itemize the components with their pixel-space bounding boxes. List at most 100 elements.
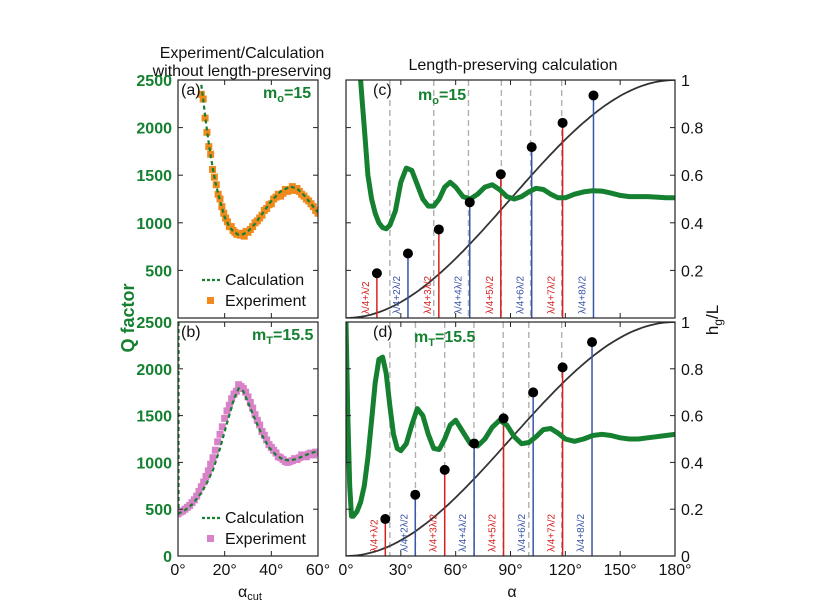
calculation-curve [178, 386, 318, 515]
experiment-point [201, 114, 209, 122]
y-tick-label: 2500 [136, 73, 172, 90]
x-label-alpha: α [238, 584, 247, 601]
experiment-point [251, 411, 259, 419]
intersection-dot [528, 387, 539, 398]
experiment-point [239, 384, 247, 392]
experiment-point [260, 431, 268, 439]
experiment-point [240, 232, 248, 240]
y-tick-label-right: 0.6 [681, 409, 703, 426]
experiment-point [228, 395, 236, 403]
x-label-alpha-cut: αcut [238, 584, 262, 601]
experiment-point [242, 388, 250, 396]
x-tick-label: 150° [604, 562, 637, 579]
panel-label-a: (a) [181, 82, 201, 99]
y-tick-label: 1500 [136, 409, 172, 426]
experiment-point [203, 128, 211, 136]
experiment-point [267, 200, 275, 208]
x-tick-label: 30° [389, 562, 413, 579]
intersection-dot [380, 514, 391, 525]
experiment-point [195, 487, 203, 495]
x-tick-label: 60° [306, 562, 330, 579]
y-label-over-l: /L [703, 305, 722, 319]
intersection-dot [371, 268, 382, 279]
quarter-wave-label: λ/4+8λ/2 [577, 275, 588, 314]
x-tick-label: 0° [338, 562, 353, 579]
quarter-wave-label: λ/4+6λ/2 [517, 513, 528, 552]
experiment-point [314, 449, 318, 457]
experiment-point [279, 189, 287, 197]
y-tick-label: 1000 [136, 216, 172, 233]
legend-experiment-label: Experiment [225, 531, 306, 548]
experiment-point [258, 428, 266, 436]
mode-label-c-sub: o [432, 95, 439, 107]
mode-label-b-m: m [252, 327, 266, 344]
intersection-dot [495, 169, 506, 180]
experiment-point [190, 496, 198, 504]
experiment-point [249, 404, 257, 412]
experiment-point [225, 401, 233, 409]
experiment-point [205, 143, 213, 151]
hg-curve [346, 322, 675, 556]
mode-label-a: mo=15 [263, 85, 311, 105]
quarter-wave-label: λ/4+5λ/2 [485, 275, 496, 314]
mode-label-c: mo=15 [418, 87, 466, 107]
mode-label-b: mT=15.5 [252, 327, 314, 347]
experiment-point [218, 423, 226, 431]
x-label-alpha-right: α [507, 584, 516, 601]
y-tick-label-right: 1 [681, 73, 690, 90]
panel-b-frame [177, 321, 319, 557]
legend-calculation-label: Calculation [225, 510, 304, 527]
intersection-dot [557, 362, 568, 373]
experiment-point [202, 472, 210, 480]
experiment-point [244, 393, 252, 401]
y-label-h: h [703, 326, 722, 335]
legend-calculation-label: Calculation [225, 272, 304, 289]
experiment-point [207, 460, 215, 468]
panel-b-plot [178, 322, 318, 518]
panel-c-plot: λ/4+λ/2 λ/4+2λ/2 λ/4+3λ/2 λ/4+4λ/2 λ/4+5λ/2 λ… [346, 80, 675, 318]
x-tick-label: 90° [498, 562, 522, 579]
right-title: Length-preserving calculation [408, 57, 617, 74]
y-tick-label: 1000 [136, 455, 172, 472]
intersection-dot [588, 90, 599, 101]
quarter-wave-label: λ/4+3λ/2 [423, 275, 434, 314]
left-title-line2: without length-preserving [152, 63, 332, 80]
y-tick-label-right: 0 [681, 549, 690, 566]
y-label-q-factor: Q factor [118, 283, 138, 352]
panel-a-plot [197, 84, 318, 240]
y-label-hg-over-l: hg/L [703, 305, 725, 335]
experiment-point [272, 449, 280, 457]
calculation-curve [200, 84, 318, 236]
experiment-point [214, 190, 222, 198]
q-factor-curve [358, 80, 675, 232]
experiment-point [314, 209, 318, 217]
y-tick-label-right: 0.8 [681, 362, 703, 379]
intersection-dot [498, 413, 509, 424]
experiment-point [193, 492, 201, 500]
experiment-point [200, 478, 208, 486]
legend-exp-swatch [207, 297, 214, 304]
experiment-point [197, 90, 205, 98]
quarter-wave-label: λ/4+6λ/2 [516, 275, 527, 314]
y-label-g: g [711, 319, 725, 326]
mode-label-a-value: =15 [284, 85, 311, 102]
mode-label-c-m: m [418, 87, 432, 104]
x-label-cut: cut [247, 591, 262, 601]
y-tick-label-right: 0.2 [681, 263, 703, 280]
y-tick-label-right: 0.6 [681, 168, 703, 185]
panel-label-d: (d) [373, 324, 393, 341]
y-tick-label: 1500 [136, 168, 172, 185]
experiment-point [227, 223, 235, 231]
y-tick-label: 0 [163, 549, 172, 566]
left-title-line1: Experiment/Calculation [160, 45, 325, 62]
mode-label-d: mT=15.5 [414, 329, 476, 349]
x-tick-label: 40° [259, 562, 283, 579]
panel-a-frame [177, 79, 319, 319]
experiment-point [218, 203, 226, 211]
experiment-point [232, 387, 240, 395]
intersection-dot [439, 464, 450, 475]
quarter-wave-label: λ/4+λ/2 [361, 281, 372, 314]
y-tick-label: 2000 [136, 362, 172, 379]
quarter-wave-label: λ/4+4λ/2 [458, 513, 469, 552]
intersection-dot [469, 438, 480, 449]
